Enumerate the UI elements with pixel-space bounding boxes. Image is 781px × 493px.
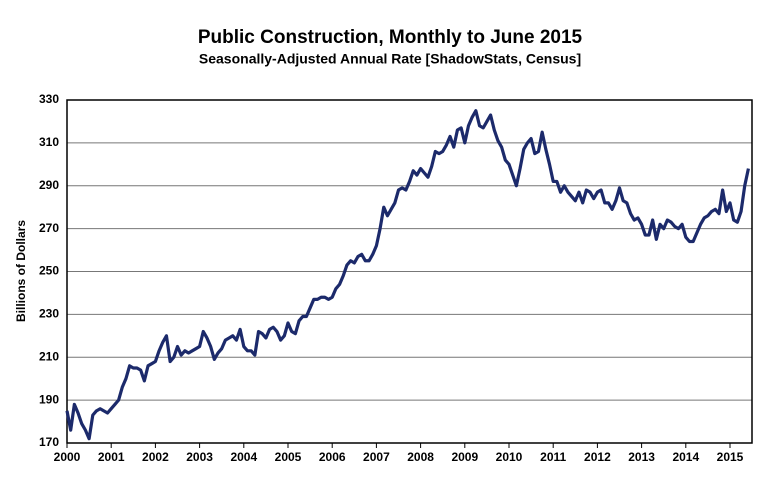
y-tick-label: 190	[39, 392, 59, 406]
y-tick-label: 250	[39, 264, 59, 278]
x-tick-label: 2002	[142, 450, 169, 464]
x-tick-label: 2011	[540, 450, 566, 464]
x-tick-label: 2007	[363, 450, 390, 464]
x-tick-label: 2008	[407, 450, 434, 464]
x-tick-label: 2009	[451, 450, 478, 464]
x-tick-label: 2004	[230, 450, 257, 464]
y-tick-label: 310	[39, 135, 59, 149]
y-tick-label: 210	[39, 349, 59, 363]
x-tick-label: 2013	[628, 450, 655, 464]
y-tick-label: 230	[39, 307, 59, 321]
y-tick-label: 290	[39, 178, 59, 192]
x-tick-label: 2003	[186, 450, 213, 464]
x-tick-label: 2014	[672, 450, 699, 464]
y-axis-label: Billions of Dollars	[14, 220, 28, 322]
x-tick-label: 2010	[496, 450, 523, 464]
x-tick-label: 2012	[584, 450, 611, 464]
chart-title: Public Construction, Monthly to June 201…	[198, 27, 583, 48]
y-tick-label: 330	[39, 92, 59, 106]
y-tick-label: 270	[39, 221, 59, 235]
data-line	[65, 109, 750, 441]
x-tick-label: 2005	[275, 450, 302, 464]
x-tick-label: 2015	[717, 450, 744, 464]
chart-subtitle: Seasonally-Adjusted Annual Rate [ShadowS…	[199, 51, 581, 67]
y-tick-label: 170	[39, 435, 59, 449]
x-tick-label: 2000	[54, 450, 81, 464]
plot-frame	[66, 99, 753, 444]
x-tick-label: 2006	[319, 450, 346, 464]
x-tick-label: 2001	[98, 450, 125, 464]
